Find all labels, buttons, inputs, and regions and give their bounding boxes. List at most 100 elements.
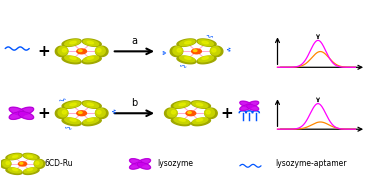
Polygon shape [27,155,33,157]
Polygon shape [96,109,105,117]
Polygon shape [130,163,143,169]
Polygon shape [84,102,99,108]
Polygon shape [55,108,68,119]
Circle shape [20,163,23,164]
Polygon shape [177,56,196,64]
Polygon shape [211,46,223,57]
Circle shape [192,49,201,54]
Polygon shape [97,111,101,114]
Polygon shape [82,101,101,108]
Polygon shape [6,153,22,160]
Polygon shape [171,118,191,126]
Polygon shape [179,103,185,106]
Polygon shape [174,118,189,124]
Polygon shape [247,101,259,107]
Polygon shape [167,109,177,117]
Polygon shape [198,40,214,46]
Polygon shape [87,119,93,121]
Polygon shape [27,169,33,171]
Polygon shape [197,119,203,121]
Polygon shape [96,47,105,55]
Polygon shape [172,111,176,114]
Polygon shape [55,46,68,57]
Polygon shape [58,47,68,55]
Polygon shape [193,118,208,124]
Polygon shape [65,102,80,108]
Polygon shape [197,39,216,46]
Polygon shape [8,154,21,159]
Polygon shape [24,154,37,159]
Polygon shape [96,108,108,119]
Polygon shape [185,41,191,44]
Polygon shape [24,168,37,173]
Polygon shape [34,160,42,167]
Polygon shape [62,118,81,126]
Polygon shape [205,108,217,119]
Polygon shape [191,118,211,126]
Polygon shape [82,56,101,64]
Polygon shape [197,56,216,64]
Polygon shape [202,41,208,44]
Text: +: + [38,106,50,121]
Polygon shape [84,118,99,124]
Polygon shape [240,105,252,111]
Circle shape [188,112,191,113]
Polygon shape [23,153,39,160]
Text: +: + [220,106,233,121]
Polygon shape [193,102,208,108]
Polygon shape [82,39,101,46]
Polygon shape [202,57,208,59]
Polygon shape [198,56,214,62]
Circle shape [194,50,197,52]
Polygon shape [164,108,177,119]
Polygon shape [137,159,150,165]
Polygon shape [12,169,18,171]
Circle shape [77,49,87,54]
Polygon shape [191,101,211,108]
Polygon shape [137,163,150,169]
Polygon shape [211,47,220,55]
Polygon shape [58,109,68,117]
Polygon shape [62,49,67,52]
Polygon shape [84,40,99,46]
Polygon shape [174,102,189,108]
Circle shape [186,111,196,116]
Polygon shape [185,57,191,59]
Polygon shape [18,107,34,115]
Polygon shape [130,159,143,165]
Circle shape [77,111,87,116]
Circle shape [19,162,27,166]
Polygon shape [179,119,185,121]
Polygon shape [70,119,76,121]
Polygon shape [70,103,76,106]
Polygon shape [62,56,81,64]
Text: a: a [132,36,137,46]
Circle shape [79,50,82,52]
Polygon shape [87,103,93,106]
Polygon shape [180,56,195,62]
Polygon shape [247,105,259,111]
Polygon shape [62,39,81,46]
Text: 6CD-Ru: 6CD-Ru [44,159,73,168]
Polygon shape [97,49,101,52]
Polygon shape [70,41,76,44]
Polygon shape [177,49,181,52]
Polygon shape [87,57,93,59]
Polygon shape [36,162,39,164]
Polygon shape [82,118,101,126]
Polygon shape [34,160,45,168]
Polygon shape [84,56,99,62]
Polygon shape [18,112,34,119]
Text: lysozyme: lysozyme [157,159,193,168]
Polygon shape [65,40,80,46]
Polygon shape [6,168,22,174]
Polygon shape [12,155,18,157]
Polygon shape [96,46,108,57]
Polygon shape [23,168,39,174]
Polygon shape [70,57,76,59]
Polygon shape [8,168,21,173]
Polygon shape [0,160,11,168]
Polygon shape [9,107,25,115]
Polygon shape [205,109,214,117]
Text: b: b [131,98,138,108]
